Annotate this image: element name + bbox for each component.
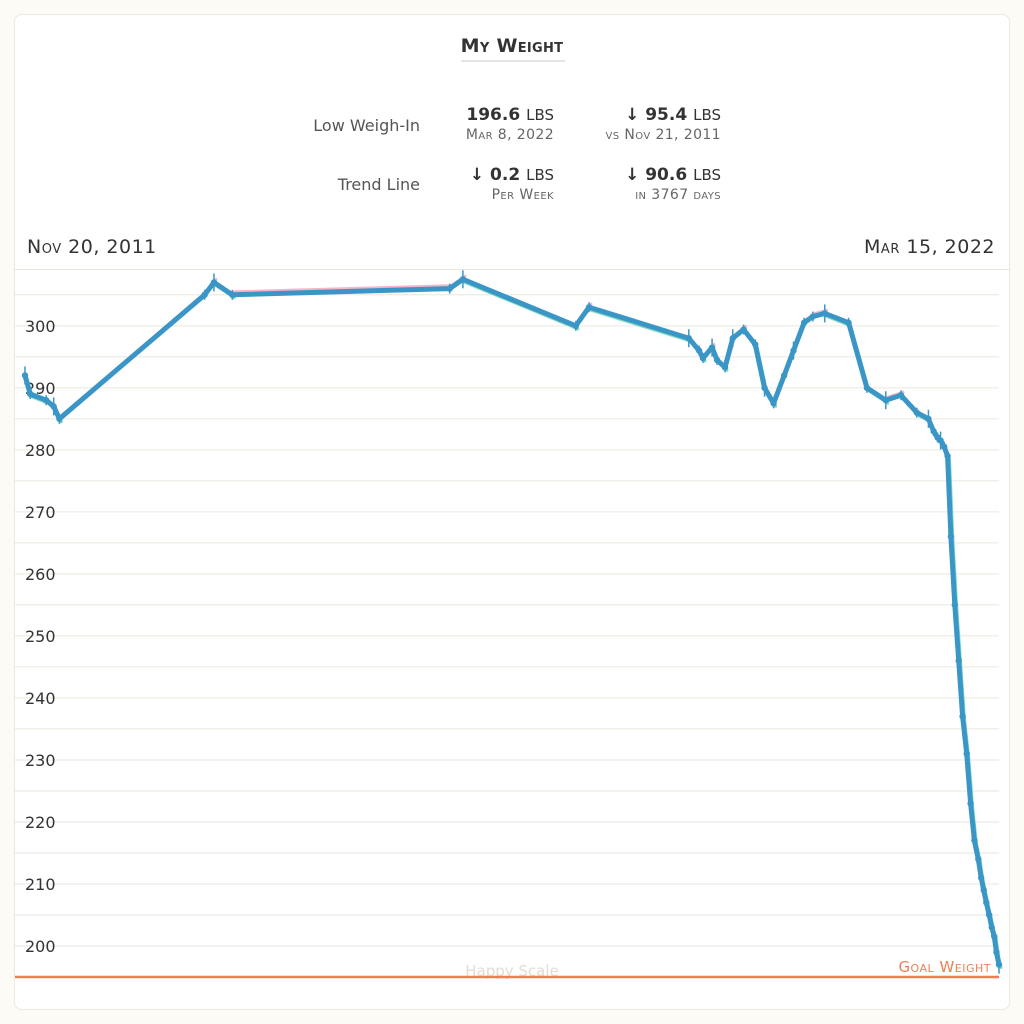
trend-deviation-segment: [232, 284, 454, 294]
low-weigh-in-label: Low Weigh-In: [313, 116, 420, 135]
low-change-value: ↓ 95.4 LBS: [561, 105, 721, 125]
low-change-unit: LBS: [693, 106, 721, 124]
low-weigh-in-date: Mar 8, 2022: [465, 127, 554, 143]
trend-line: [22, 276, 1002, 968]
low-change-number: ↓ 95.4: [625, 105, 688, 125]
header-divider: [15, 269, 1009, 270]
page-title: My Weight: [460, 35, 564, 57]
y-tick-label: 280: [25, 441, 56, 460]
y-tick-label: 240: [25, 689, 56, 708]
trend-total-unit: LBS: [693, 166, 721, 184]
y-tick-label: 210: [25, 875, 56, 894]
low-weigh-in-value: 196.6 LBS: [394, 105, 554, 125]
y-tick-label: 250: [25, 627, 56, 646]
low-change-reference: vs Nov 21, 2011: [605, 127, 721, 143]
trend-rate-number: ↓ 0.2: [469, 165, 521, 185]
y-tick-label: 230: [25, 751, 56, 770]
trend-rate-value: ↓ 0.2 LBS: [394, 165, 554, 185]
trend-total-value: ↓ 90.6 LBS: [561, 165, 721, 185]
trend-rate-period: Per Week: [491, 187, 554, 203]
trend-rate-unit: LBS: [526, 166, 554, 184]
low-value-number: 196.6: [466, 105, 521, 125]
y-tick-label: 270: [25, 503, 56, 522]
happy-scale-watermark: Happy Scale: [465, 962, 559, 980]
grid-lines: [15, 294, 999, 947]
title-underline: [461, 60, 565, 62]
date-range-start: Nov 20, 2011: [27, 236, 157, 258]
trend-line-label: Trend Line: [337, 175, 420, 194]
y-tick-label: 260: [25, 565, 56, 584]
trend-deviation-fill: [25, 274, 1003, 970]
weight-card: My Weight Low Weigh-In 196.6 LBS Mar 8, …: [14, 14, 1010, 1010]
goal-weight-label: Goal Weight: [898, 958, 991, 976]
y-tick-label: 200: [25, 937, 56, 956]
weigh-in-points: [21, 270, 1003, 974]
low-value-unit: LBS: [526, 106, 554, 124]
y-tick-label: 220: [25, 813, 56, 832]
trend-total-span: in 3767 days: [635, 187, 721, 203]
date-range-end: Mar 15, 2022: [864, 236, 995, 258]
trend-total-number: ↓ 90.6: [625, 165, 688, 185]
y-tick-label: 300: [25, 317, 56, 336]
